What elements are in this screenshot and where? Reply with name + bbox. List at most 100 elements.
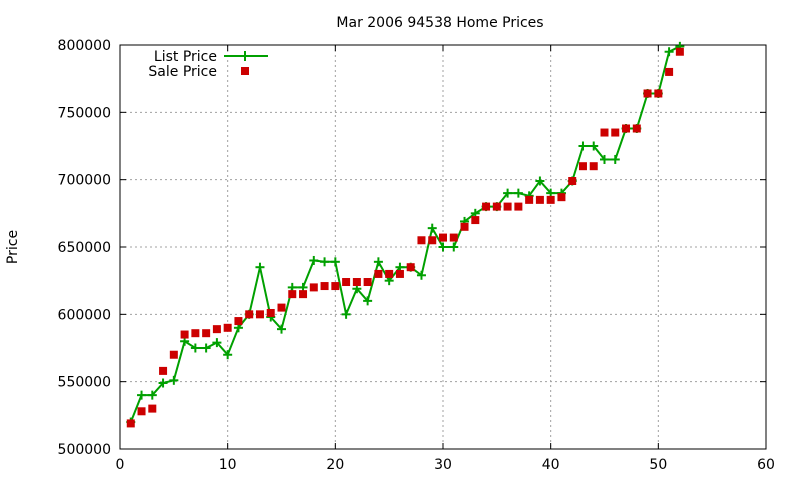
y-tick-label: 800000: [58, 38, 111, 54]
sale-price-point: [675, 47, 684, 56]
sale-price-point: [568, 177, 577, 186]
sale-price-point: [385, 269, 394, 278]
y-tick-label: 750000: [58, 105, 111, 121]
list-price-point: [137, 390, 147, 400]
sale-price-point: [622, 124, 631, 133]
list-price-line: [129, 45, 681, 423]
sale-price-point: [255, 310, 264, 319]
sale-price-point: [180, 330, 189, 339]
sale-price-point: [557, 193, 566, 202]
y-tick-label: 550000: [58, 375, 111, 391]
sale-price-point: [665, 67, 674, 76]
list-price-point: [373, 257, 383, 267]
sale-price-point: [654, 89, 663, 98]
list-price-point: [320, 257, 330, 267]
sale-price-point: [611, 128, 620, 137]
x-tick-label: 20: [326, 457, 344, 473]
x-tick-label: 0: [116, 457, 125, 473]
x-tick-label: 30: [434, 457, 452, 473]
list-price-point: [190, 343, 200, 353]
list-price-point: [341, 309, 351, 319]
y-axis: 500000 550000 600000 650000 700000 750000 8000…: [58, 38, 766, 458]
legend-marker-sale-price: [241, 67, 249, 75]
sale-price-point: [439, 233, 447, 242]
sale-price-point: [449, 233, 458, 242]
list-price-point: [589, 141, 599, 151]
sale-price-point: [578, 162, 587, 171]
sale-price-point: [363, 278, 372, 287]
sale-price-point: [503, 202, 512, 211]
chart-title: Mar 2006 94538 Home Prices: [336, 15, 543, 31]
sale-price-point: [309, 283, 318, 292]
y-tick-label: 500000: [58, 442, 111, 458]
list-price-point: [427, 223, 437, 233]
sale-price-point: [417, 236, 426, 245]
list-price-point: [363, 296, 373, 306]
sale-price-point: [352, 278, 361, 287]
legend-label-sale-price: Sale Price: [148, 64, 217, 80]
sale-price-point: [320, 282, 329, 291]
list-price-point: [578, 141, 588, 151]
list-price-point: [277, 324, 286, 334]
sale-price-point: [525, 195, 534, 204]
legend-label-list-price: List Price: [154, 49, 217, 65]
sale-price-point: [191, 329, 200, 338]
list-price-point: [158, 378, 168, 388]
list-price-point: [201, 343, 211, 353]
sale-price-point: [600, 128, 609, 137]
sale-price-point: [535, 195, 544, 204]
list-price-point: [438, 242, 448, 252]
x-tick-label: 60: [757, 457, 775, 473]
sale-price-point: [395, 269, 404, 278]
list-price-point: [664, 47, 674, 57]
sale-price-point: [126, 419, 135, 428]
legend-marker-list-price: [240, 51, 250, 61]
sale-price-point: [460, 222, 469, 231]
sale-price-point: [471, 216, 480, 225]
sale-price-point: [428, 236, 437, 245]
sale-price-point: [245, 310, 254, 319]
sale-price-point: [159, 366, 168, 375]
sale-price-series: [126, 47, 684, 428]
list-price-point: [212, 338, 222, 348]
sale-price-point: [406, 263, 415, 272]
sale-price-point: [288, 290, 297, 299]
y-tick-label: 650000: [58, 240, 111, 256]
list-price-point: [513, 188, 523, 198]
x-axis: 0 10 20 30 40 50 60: [116, 45, 775, 473]
list-price-point: [255, 262, 265, 272]
sale-price-point: [514, 202, 523, 211]
list-price-point: [503, 188, 513, 198]
sale-price-point: [331, 282, 340, 291]
list-price-point: [600, 154, 609, 164]
sale-price-point: [137, 407, 146, 416]
sale-price-point: [482, 202, 491, 211]
sale-price-point: [342, 278, 351, 287]
sale-price-point: [589, 162, 598, 171]
sale-price-point: [202, 329, 211, 338]
sale-price-point: [632, 124, 641, 133]
y-axis-label: Price: [5, 230, 21, 264]
x-tick-label: 10: [219, 457, 237, 473]
sale-price-point: [546, 195, 555, 204]
list-price-point: [535, 176, 545, 186]
x-tick-label: 50: [649, 457, 667, 473]
sale-price-point: [277, 303, 286, 312]
list-price-point: [147, 390, 157, 400]
sale-price-point: [234, 317, 243, 326]
list-price-point: [416, 270, 426, 280]
list-price-point: [610, 154, 620, 164]
list-price-point: [169, 375, 179, 385]
list-price-point: [223, 350, 233, 360]
list-price-series: [126, 41, 685, 427]
list-price-point: [449, 242, 459, 252]
x-tick-label: 40: [542, 457, 560, 473]
sale-price-point: [148, 404, 157, 413]
sale-price-point: [212, 325, 221, 334]
sale-price-point: [223, 323, 232, 332]
legend: List Price Sale Price: [148, 49, 268, 80]
y-tick-label: 600000: [58, 307, 111, 323]
list-price-point: [330, 257, 340, 267]
sale-price-point: [299, 290, 308, 299]
